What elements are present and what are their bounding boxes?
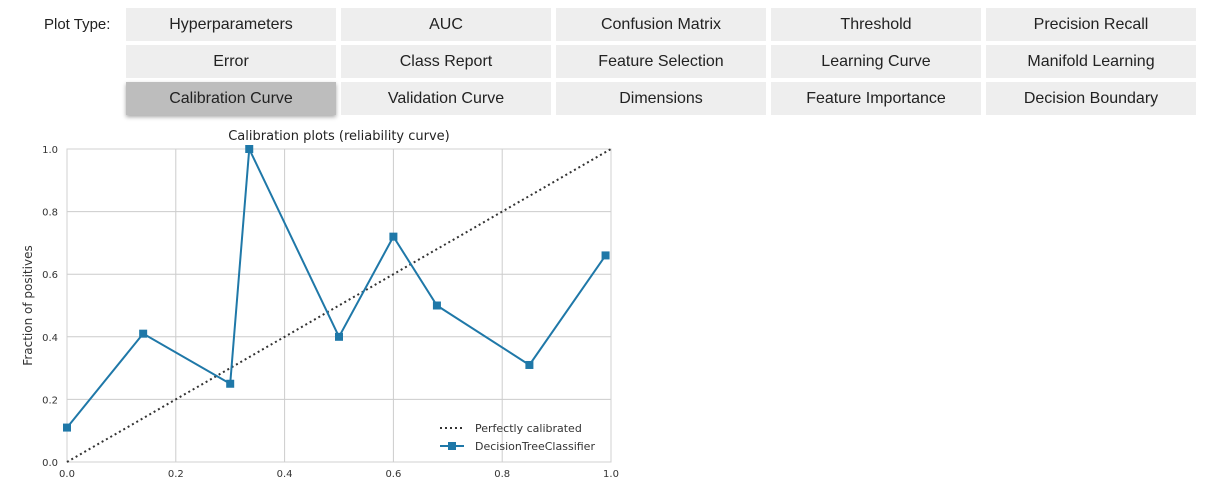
grid-layer <box>66 148 612 463</box>
plot-type-button-feature-selection[interactable]: Feature Selection <box>556 45 766 78</box>
legend: Perfectly calibrated DecisionTreeClassifi… <box>440 422 595 453</box>
plot-type-button-calibration-curve[interactable]: Calibration Curve <box>126 82 336 115</box>
legend-decision-tree-marker <box>448 442 456 450</box>
plot-type-button-decision-boundary[interactable]: Decision Boundary <box>986 82 1196 115</box>
plot-type-button-feature-importance[interactable]: Feature Importance <box>771 82 981 115</box>
x-tick-label: 0.4 <box>277 469 293 480</box>
decision-tree-point <box>245 145 254 153</box>
x-tick-label: 0.2 <box>168 469 184 480</box>
decision-tree-point <box>226 379 235 388</box>
y-axis-label: Fraction of positives <box>21 245 35 365</box>
y-tick-label: 0.6 <box>42 270 58 281</box>
tick-layer: 0.0 0.2 0.4 0.6 0.8 1.0 0.0 0.2 0.4 0.6 0.8 1.0 <box>42 145 619 480</box>
x-tick-label: 0.0 <box>59 469 75 480</box>
y-tick-label: 0.4 <box>42 333 58 344</box>
decision-tree-line <box>66 145 607 429</box>
decision-tree-point <box>525 360 534 369</box>
plot-type-label: Plot Type: <box>44 16 111 33</box>
plot-type-button-validation-curve[interactable]: Validation Curve <box>341 82 551 115</box>
calibration-chart: 0.0 0.2 0.4 0.6 0.8 1.0 0.0 0.2 0.4 0.6 0.8 1.0 Cal… <box>21 129 619 480</box>
plot-type-button-learning-curve[interactable]: Learning Curve <box>771 45 981 78</box>
series-layer <box>63 145 612 463</box>
plot-type-button-grid: Hyperparameters AUC Confusion Matrix Thresh… <box>126 8 1196 115</box>
plot-type-button-error[interactable]: Error <box>126 45 336 78</box>
x-tick-label: 0.6 <box>385 469 401 480</box>
legend-decision-tree-label: DecisionTreeClassifier <box>475 440 595 453</box>
decision-tree-point <box>601 251 610 260</box>
x-tick-label: 0.8 <box>494 469 510 480</box>
decision-tree-point <box>139 329 148 338</box>
plot-type-button-precision-recall[interactable]: Precision Recall <box>986 8 1196 41</box>
perfectly-calibrated-line <box>66 148 612 463</box>
decision-tree-point <box>389 232 398 241</box>
decision-tree-point <box>63 423 71 432</box>
y-tick-label: 0.2 <box>42 395 58 406</box>
y-tick-label: 0.8 <box>42 208 58 219</box>
decision-tree-point <box>335 332 343 341</box>
y-tick-label: 0.0 <box>42 458 58 469</box>
chart-title: Calibration plots (reliability curve) <box>228 129 450 144</box>
plot-type-button-manifold-learning[interactable]: Manifold Learning <box>986 45 1196 78</box>
legend-perfectly-calibrated-label: Perfectly calibrated <box>475 422 582 435</box>
plot-type-button-hyperparameters[interactable]: Hyperparameters <box>126 8 336 41</box>
plot-type-button-class-report[interactable]: Class Report <box>341 45 551 78</box>
plot-type-button-confusion-matrix[interactable]: Confusion Matrix <box>556 8 766 41</box>
plot-type-button-threshold[interactable]: Threshold <box>771 8 981 41</box>
y-tick-label: 1.0 <box>42 145 58 156</box>
x-tick-label: 1.0 <box>603 469 619 480</box>
decision-tree-point <box>432 301 441 310</box>
plot-type-button-dimensions[interactable]: Dimensions <box>556 82 766 115</box>
plot-frame <box>66 148 612 463</box>
plot-type-button-auc[interactable]: AUC <box>341 8 551 41</box>
